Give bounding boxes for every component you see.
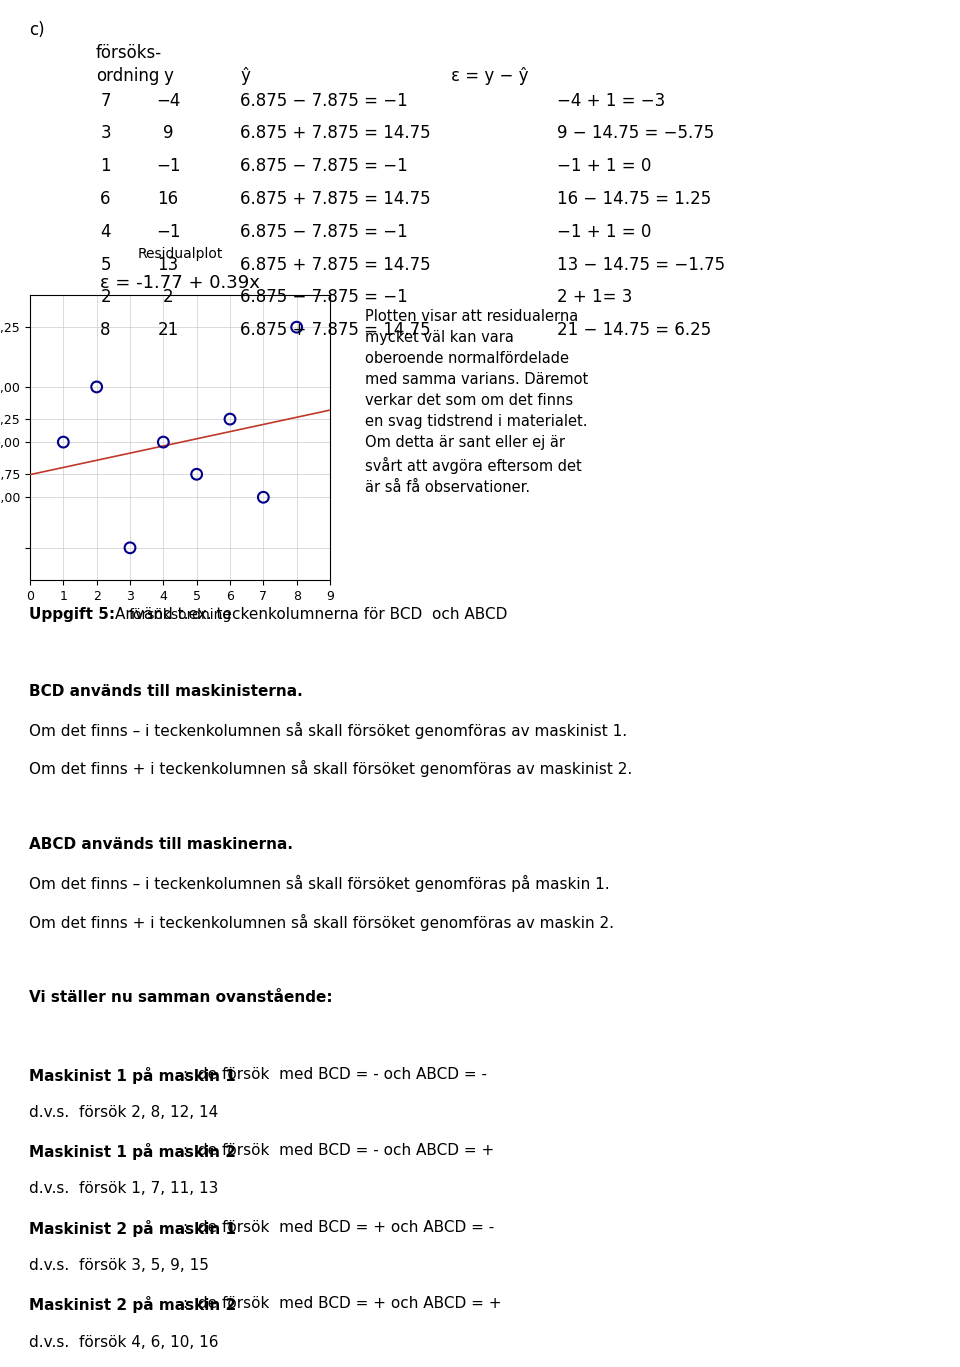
Text: ordning: ordning: [96, 67, 159, 85]
Text: d.v.s.  försök 4, 6, 10, 16: d.v.s. försök 4, 6, 10, 16: [29, 1334, 218, 1349]
Text: Plotten visar att residualerna
mycket väl kan vara
oberoende normalfördelade
med: Plotten visar att residualerna mycket vä…: [365, 309, 588, 495]
Text: d.v.s.  försök 1, 7, 11, 13: d.v.s. försök 1, 7, 11, 13: [29, 1181, 218, 1196]
Text: 6: 6: [101, 190, 110, 208]
Text: −1 + 1 = 0: −1 + 1 = 0: [557, 223, 651, 241]
Text: ŷ: ŷ: [240, 67, 250, 85]
Text: :  de försök  med BCD = - och ABCD = +: : de försök med BCD = - och ABCD = +: [183, 1143, 494, 1158]
Text: 2: 2: [100, 288, 111, 306]
Text: :  de försök  med BCD = + och ABCD = -: : de försök med BCD = + och ABCD = -: [183, 1219, 494, 1234]
Text: y: y: [163, 67, 173, 85]
Text: ε = y − ŷ: ε = y − ŷ: [451, 67, 529, 85]
Point: [89, 376, 105, 398]
Point: [122, 537, 137, 559]
Text: Maskinist 1 på maskin 1: Maskinist 1 på maskin 1: [29, 1066, 235, 1084]
Text: ε = -1.77 + 0.39x: ε = -1.77 + 0.39x: [100, 275, 260, 293]
Text: 6.875 + 7.875 = 14.75: 6.875 + 7.875 = 14.75: [240, 190, 431, 208]
Point: [56, 431, 71, 452]
Point: [289, 316, 304, 338]
Text: −1 + 1 = 0: −1 + 1 = 0: [557, 157, 651, 175]
Text: 6.875 + 7.875 = 14.75: 6.875 + 7.875 = 14.75: [240, 321, 431, 339]
Text: Använd t.ex. teckenkolumnerna för BCD  och ABCD: Använd t.ex. teckenkolumnerna för BCD oc…: [115, 607, 508, 622]
Text: 6.875 − 7.875 = −1: 6.875 − 7.875 = −1: [240, 288, 408, 306]
Text: 6.875 − 7.875 = −1: 6.875 − 7.875 = −1: [240, 157, 408, 175]
Text: Maskinist 2 på maskin 1: Maskinist 2 på maskin 1: [29, 1219, 236, 1237]
Text: 21: 21: [157, 321, 179, 339]
Text: :  de försök  med BCD = - och ABCD = -: : de försök med BCD = - och ABCD = -: [183, 1066, 488, 1081]
Text: 1: 1: [100, 157, 111, 175]
Text: 6.875 + 7.875 = 14.75: 6.875 + 7.875 = 14.75: [240, 256, 431, 273]
Point: [156, 431, 171, 452]
Text: −1: −1: [156, 223, 180, 241]
Text: Om det finns + i teckenkolumnen så skall försöket genomföras av maskinist 2.: Om det finns + i teckenkolumnen så skall…: [29, 760, 632, 778]
Text: 13: 13: [157, 256, 179, 273]
Text: 6.875 + 7.875 = 14.75: 6.875 + 7.875 = 14.75: [240, 124, 431, 142]
Text: 16 − 14.75 = 1.25: 16 − 14.75 = 1.25: [557, 190, 711, 208]
Text: ABCD används till maskinerna.: ABCD används till maskinerna.: [29, 837, 293, 852]
Text: :  de försök  med BCD = + och ABCD = +: : de försök med BCD = + och ABCD = +: [183, 1296, 502, 1311]
Text: Om det finns + i teckenkolumnen så skall försöket genomföras av maskin 2.: Om det finns + i teckenkolumnen så skall…: [29, 913, 613, 931]
Text: 2: 2: [162, 288, 174, 306]
Text: 5: 5: [101, 256, 110, 273]
Text: Maskinist 1 på maskin 2: Maskinist 1 på maskin 2: [29, 1143, 236, 1161]
Text: Om det finns – i teckenkolumnen så skall försöket genomföras av maskinist 1.: Om det finns – i teckenkolumnen så skall…: [29, 722, 627, 740]
Point: [223, 409, 238, 431]
X-axis label: försöksordning: försöksordning: [129, 608, 231, 622]
Text: −4: −4: [156, 92, 180, 109]
Text: 2 + 1= 3: 2 + 1= 3: [557, 288, 633, 306]
Text: 9: 9: [163, 124, 173, 142]
Text: −1: −1: [156, 157, 180, 175]
Point: [255, 487, 271, 509]
Text: Residualplot: Residualplot: [137, 247, 223, 261]
Text: 16: 16: [157, 190, 179, 208]
Text: 21 − 14.75 = 6.25: 21 − 14.75 = 6.25: [557, 321, 711, 339]
Text: Om det finns – i teckenkolumnen så skall försöket genomföras på maskin 1.: Om det finns – i teckenkolumnen så skall…: [29, 875, 610, 893]
Text: 6.875 − 7.875 = −1: 6.875 − 7.875 = −1: [240, 92, 408, 109]
Text: Maskinist 2 på maskin 2: Maskinist 2 på maskin 2: [29, 1296, 236, 1314]
Text: 8: 8: [101, 321, 110, 339]
Text: BCD används till maskinisterna.: BCD används till maskinisterna.: [29, 684, 302, 699]
Text: −4 + 1 = −3: −4 + 1 = −3: [557, 92, 665, 109]
Text: d.v.s.  försök 3, 5, 9, 15: d.v.s. försök 3, 5, 9, 15: [29, 1258, 208, 1273]
Text: 13 − 14.75 = −1.75: 13 − 14.75 = −1.75: [557, 256, 725, 273]
Text: 9 − 14.75 = −5.75: 9 − 14.75 = −5.75: [557, 124, 714, 142]
Text: 6.875 − 7.875 = −1: 6.875 − 7.875 = −1: [240, 223, 408, 241]
Text: 7: 7: [101, 92, 110, 109]
Text: 3: 3: [100, 124, 111, 142]
Text: d.v.s.  försök 2, 8, 12, 14: d.v.s. försök 2, 8, 12, 14: [29, 1105, 218, 1120]
Point: [189, 463, 204, 485]
Text: c): c): [29, 21, 44, 38]
Text: Vi ställer nu samman ovanstående:: Vi ställer nu samman ovanstående:: [29, 990, 332, 1005]
Text: 4: 4: [101, 223, 110, 241]
Text: Uppgift 5:: Uppgift 5:: [29, 607, 115, 622]
Text: försöks-: försöks-: [96, 44, 162, 62]
